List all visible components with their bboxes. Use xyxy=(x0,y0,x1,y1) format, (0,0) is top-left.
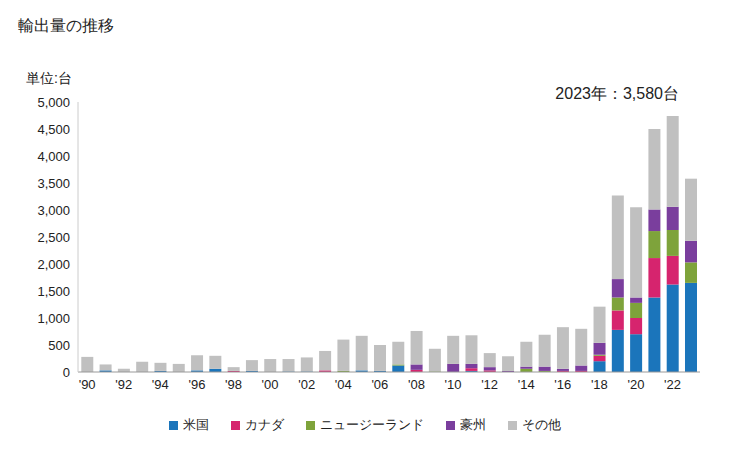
html-text:その他: その他 xyxy=(521,417,561,432)
svg-text:'16: '16 xyxy=(554,377,571,392)
svg-text:3,000: 3,000 xyxy=(37,203,70,218)
svg-text:4,500: 4,500 xyxy=(37,122,70,137)
svg-text:3,500: 3,500 xyxy=(37,176,70,191)
svg-text:'12: '12 xyxy=(481,377,498,392)
svg-text:5,000: 5,000 xyxy=(37,95,70,110)
html-text:カナダ: カナダ xyxy=(244,417,284,432)
svg-text:'92: '92 xyxy=(115,377,132,392)
svg-text:1,000: 1,000 xyxy=(37,311,70,326)
svg-text:'10: '10 xyxy=(445,377,462,392)
html-text:2023年：3,580台: 2023年：3,580台 xyxy=(555,85,679,102)
svg-text:'04: '04 xyxy=(335,377,352,392)
html-text:輸出量の推移: 輸出量の推移 xyxy=(18,17,114,34)
html-text:ニュージーランド: ニュージーランド xyxy=(319,417,424,432)
svg-text:'96: '96 xyxy=(188,377,205,392)
svg-text:'00: '00 xyxy=(262,377,279,392)
html-text:豪州: 豪州 xyxy=(459,417,486,432)
svg-text:2,500: 2,500 xyxy=(37,230,70,245)
svg-text:'02: '02 xyxy=(298,377,315,392)
svg-text:4,000: 4,000 xyxy=(37,149,70,164)
html-text:単位:台: 単位:台 xyxy=(26,70,72,86)
svg-text:'98: '98 xyxy=(225,377,242,392)
svg-text:500: 500 xyxy=(48,338,70,353)
html-text:米国: 米国 xyxy=(182,417,209,432)
svg-text:0: 0 xyxy=(63,365,70,380)
svg-text:'08: '08 xyxy=(408,377,425,392)
svg-text:'06: '06 xyxy=(371,377,388,392)
svg-text:2,000: 2,000 xyxy=(37,257,70,272)
svg-text:'94: '94 xyxy=(152,377,169,392)
svg-text:'14: '14 xyxy=(518,377,535,392)
svg-text:'18: '18 xyxy=(591,377,608,392)
svg-text:'90: '90 xyxy=(79,377,96,392)
svg-text:'20: '20 xyxy=(627,377,644,392)
svg-text:1,500: 1,500 xyxy=(37,284,70,299)
svg-text:'22: '22 xyxy=(664,377,681,392)
